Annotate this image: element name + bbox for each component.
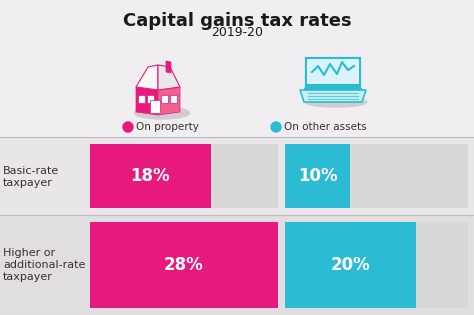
Text: Capital gains tax rates: Capital gains tax rates: [123, 12, 351, 30]
FancyBboxPatch shape: [90, 144, 211, 208]
FancyBboxPatch shape: [0, 137, 474, 215]
Ellipse shape: [305, 97, 367, 107]
Polygon shape: [166, 61, 171, 73]
Polygon shape: [158, 87, 180, 115]
Circle shape: [123, 122, 133, 132]
Ellipse shape: [135, 107, 190, 119]
Text: Higher or: Higher or: [3, 248, 55, 258]
Text: 18%: 18%: [131, 167, 170, 185]
FancyBboxPatch shape: [416, 222, 468, 308]
FancyBboxPatch shape: [211, 144, 278, 208]
Polygon shape: [300, 90, 366, 102]
Text: Basic-rate: Basic-rate: [3, 166, 59, 176]
FancyBboxPatch shape: [90, 222, 278, 308]
Text: On other assets: On other assets: [284, 122, 366, 132]
FancyBboxPatch shape: [161, 95, 168, 103]
FancyBboxPatch shape: [138, 95, 145, 103]
Text: additional-rate: additional-rate: [3, 260, 85, 270]
FancyBboxPatch shape: [0, 215, 474, 315]
FancyBboxPatch shape: [150, 100, 160, 113]
Text: taxpayer: taxpayer: [3, 178, 53, 188]
FancyBboxPatch shape: [350, 144, 468, 208]
Polygon shape: [158, 65, 180, 90]
Text: 20%: 20%: [330, 256, 370, 274]
Polygon shape: [136, 65, 158, 90]
FancyBboxPatch shape: [285, 222, 416, 308]
FancyBboxPatch shape: [147, 95, 154, 103]
Polygon shape: [304, 85, 362, 90]
Polygon shape: [306, 58, 360, 85]
Polygon shape: [136, 87, 158, 115]
FancyBboxPatch shape: [309, 60, 357, 82]
Text: 2019-20: 2019-20: [211, 26, 263, 39]
FancyBboxPatch shape: [285, 144, 350, 208]
Text: taxpayer: taxpayer: [3, 272, 53, 282]
Text: On property: On property: [136, 122, 199, 132]
FancyBboxPatch shape: [170, 95, 177, 103]
Circle shape: [271, 122, 281, 132]
Text: 10%: 10%: [298, 167, 337, 185]
Text: 28%: 28%: [164, 256, 204, 274]
